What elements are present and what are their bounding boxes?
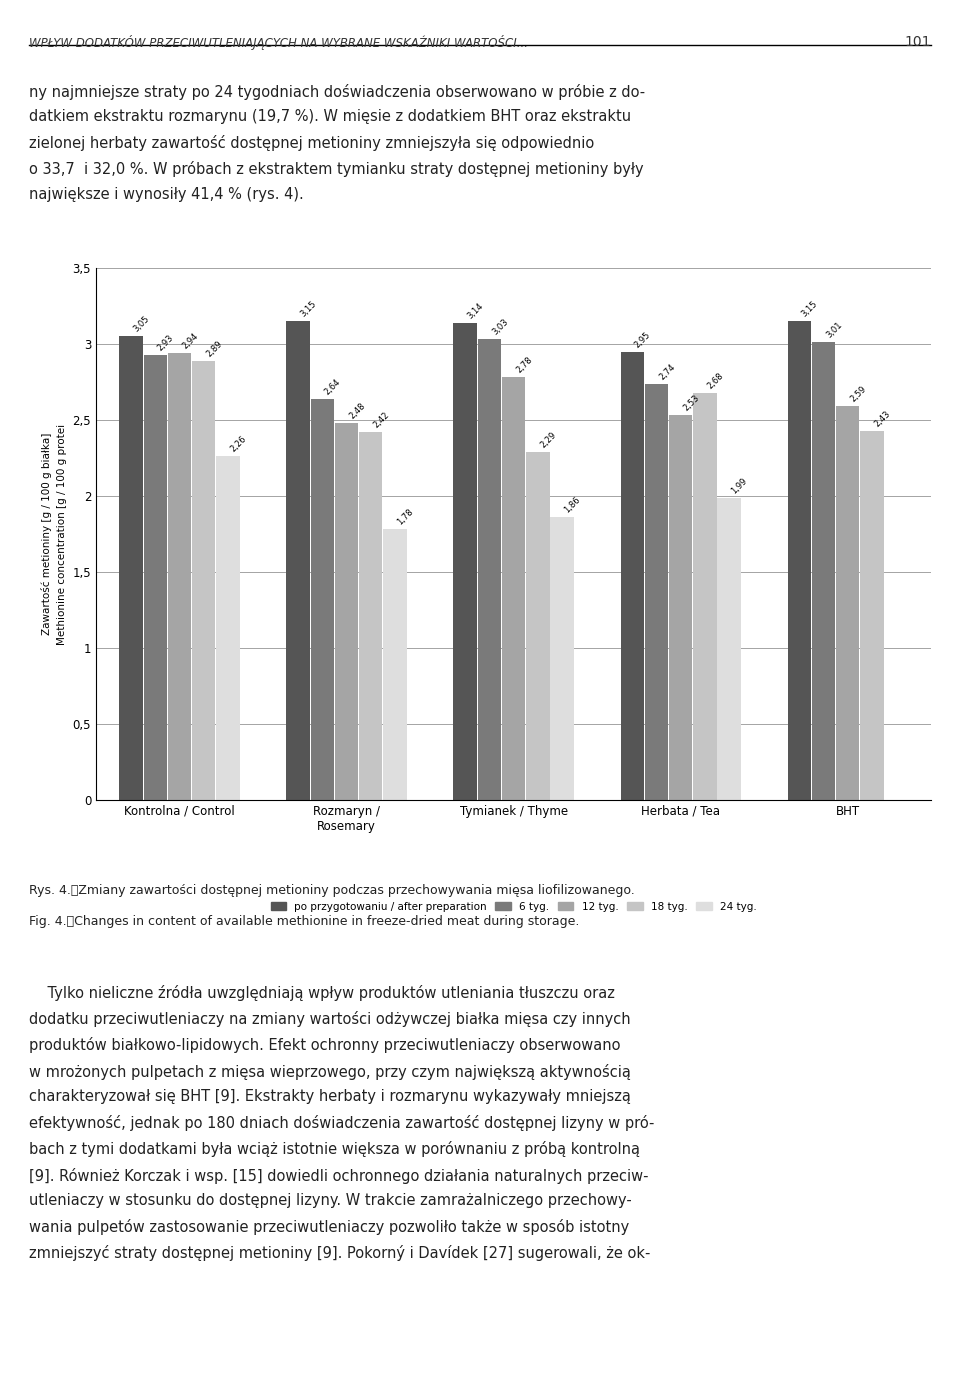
Bar [526,452,549,800]
Bar [119,337,143,800]
Bar [717,498,741,800]
Text: 2,59: 2,59 [849,384,868,404]
Text: 2,29: 2,29 [539,431,558,450]
Text: 2,42: 2,42 [372,411,391,429]
Text: 2,89: 2,89 [204,338,224,358]
Text: 2,64: 2,64 [324,377,343,397]
Text: 1,86: 1,86 [563,495,583,514]
Bar [144,355,167,800]
Text: 2,26: 2,26 [228,435,249,454]
Text: 1,99: 1,99 [730,475,749,495]
Text: Tylko nieliczne źródła uwzględniają wpływ produktów utleniania tłuszczu oraz
dod: Tylko nieliczne źródła uwzględniają wpły… [29,984,654,1261]
Bar [216,457,240,800]
Bar [620,352,644,800]
Bar [311,398,334,800]
Text: 3,05: 3,05 [132,315,152,334]
Bar [168,354,191,800]
Bar [860,431,883,800]
Bar [812,343,835,800]
Text: 3,01: 3,01 [825,320,844,340]
Text: 1,78: 1,78 [396,507,416,527]
Text: 2,94: 2,94 [180,331,200,351]
Text: 2,95: 2,95 [633,330,653,350]
Text: 3,03: 3,03 [491,317,510,337]
Text: 3,15: 3,15 [299,299,319,319]
Bar [836,407,859,800]
Text: ny najmniejsze straty po 24 tygodniach doświadczenia obserwowano w próbie z do-
: ny najmniejsze straty po 24 tygodniach d… [29,84,645,201]
Y-axis label: Zawartość metioniny [g / 100 g białka]
Methionine concentration [g / 100 g prote: Zawartość metioniny [g / 100 g białka] M… [41,424,67,644]
Text: WPŁYW DODATKÓW PRZECIWUTLENIAJĄCYCH NA WYBRANE WSKAŹNIKI WARTOŚCI...: WPŁYW DODATKÓW PRZECIWUTLENIAJĄCYCH NA W… [29,35,528,50]
Text: Rys. 4.	Zmiany zawartości dostępnej metioniny podczas przechowywania mięsa liofi: Rys. 4. Zmiany zawartości dostępnej meti… [29,884,635,898]
Bar [478,340,501,800]
Bar [335,424,358,800]
Text: 2,43: 2,43 [873,408,892,428]
Text: 2,74: 2,74 [658,362,677,382]
Bar [286,322,310,800]
Legend: po przygotowaniu / after preparation, 6 tyg., 12 tyg., 18 tyg., 24 tyg.: po przygotowaniu / after preparation, 6 … [271,902,756,911]
Bar [359,432,382,800]
Bar [383,530,407,800]
Text: 2,68: 2,68 [706,370,725,390]
Text: 101: 101 [904,35,931,49]
Bar [453,323,477,800]
Bar [693,393,716,800]
Bar [669,415,692,800]
Bar [550,517,574,800]
Bar [192,361,215,800]
Bar [645,383,668,800]
Text: 3,14: 3,14 [466,301,486,320]
Text: 2,93: 2,93 [156,333,176,352]
Bar [787,322,811,800]
Bar [502,377,525,800]
Text: 2,53: 2,53 [682,394,701,414]
Text: 3,15: 3,15 [800,299,820,319]
Text: Fig. 4.	Changes in content of available methionine in freeze-dried meat during s: Fig. 4. Changes in content of available … [29,914,579,928]
Text: 2,78: 2,78 [515,355,534,375]
Text: 2,48: 2,48 [348,401,367,421]
